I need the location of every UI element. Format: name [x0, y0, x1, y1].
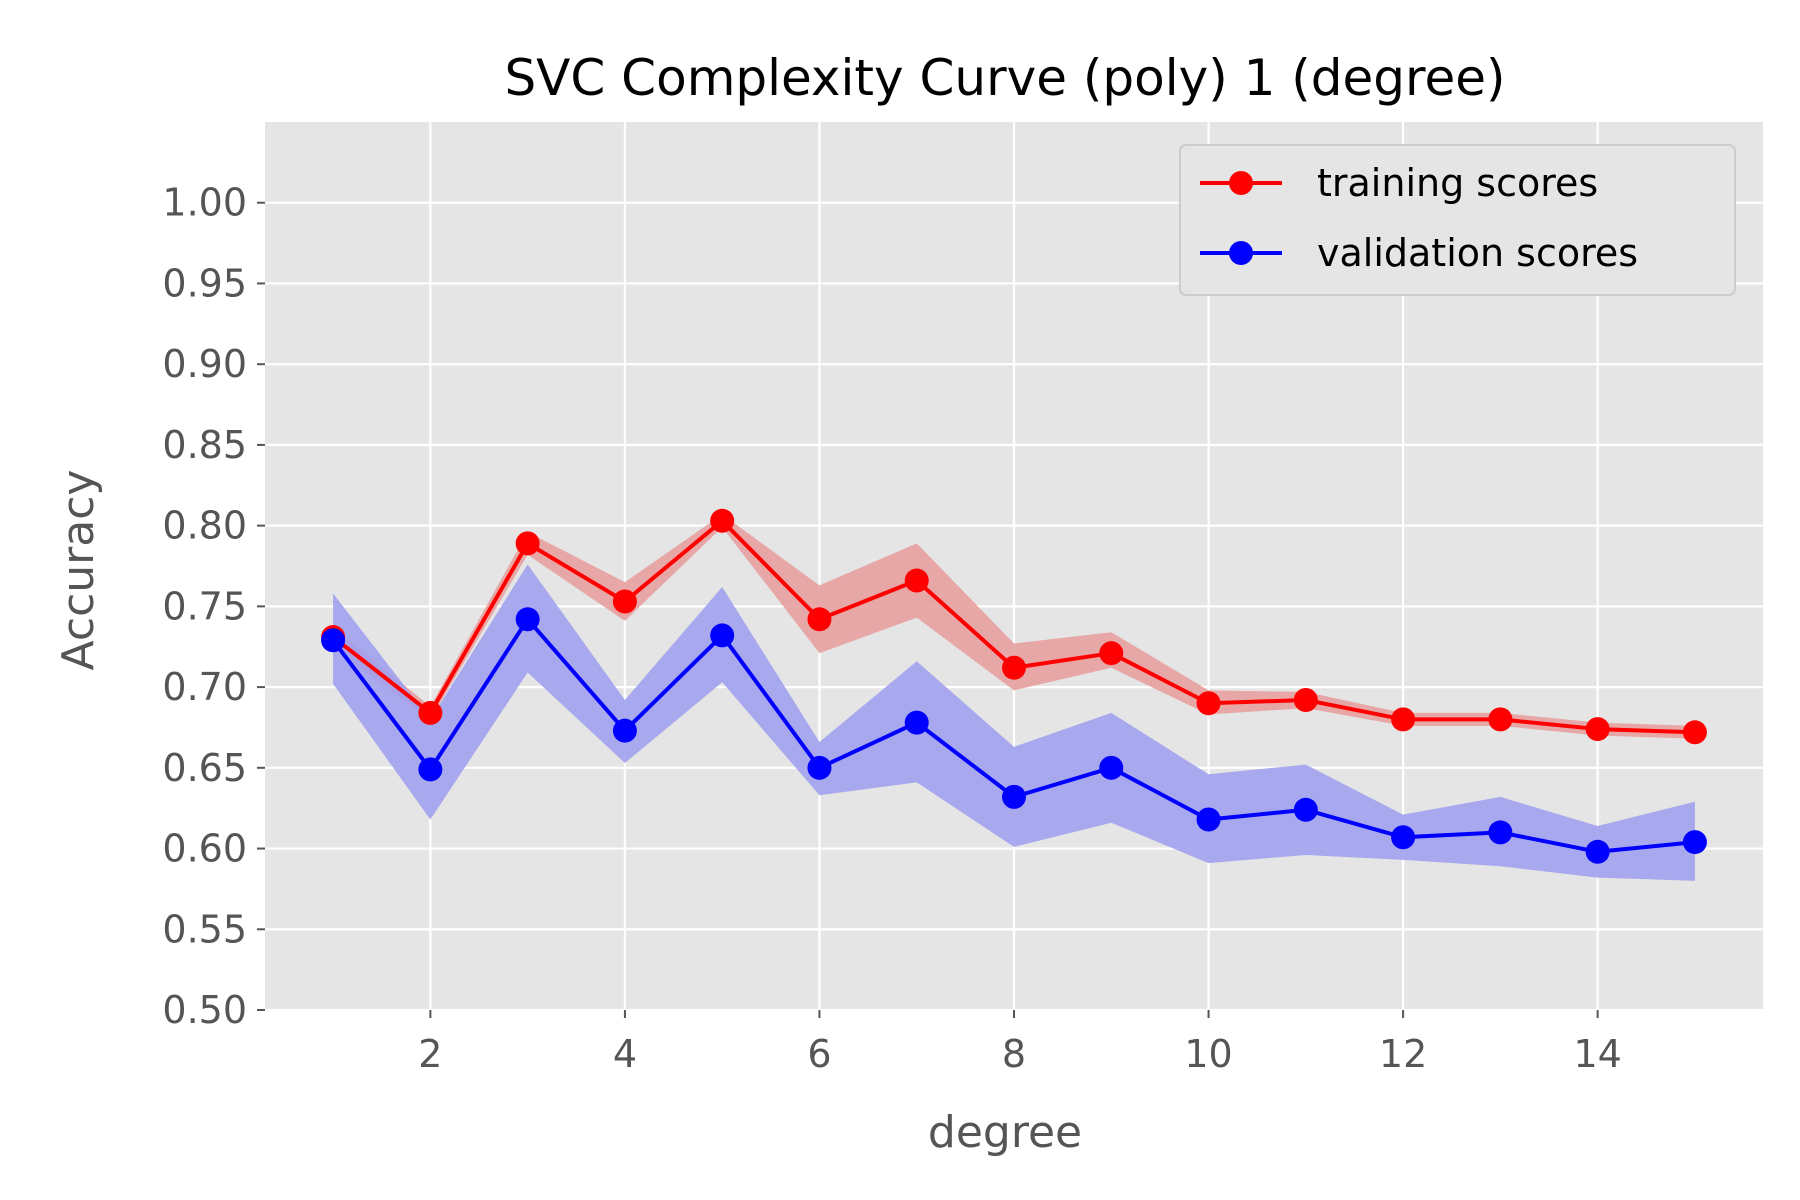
data-point: [515, 607, 540, 632]
x-tick-label: 4: [613, 1032, 637, 1076]
x-tick-label: 8: [1002, 1032, 1026, 1076]
data-point: [418, 700, 443, 725]
x-tick-label: 12: [1379, 1032, 1427, 1076]
data-point: [612, 718, 637, 743]
legend: training scores validation scores: [1179, 144, 1736, 296]
data-point: [1099, 641, 1124, 666]
y-tick-label: 0.80: [162, 504, 247, 548]
data-point: [1682, 830, 1707, 855]
y-tick-label: 0.95: [162, 261, 247, 305]
y-tick-label: 0.50: [162, 988, 247, 1032]
data-point: [1293, 797, 1318, 822]
data-point: [1196, 691, 1221, 716]
x-tick-label: 14: [1573, 1032, 1621, 1076]
y-tick-label: 1.00: [162, 181, 247, 225]
y-tick-label: 0.65: [162, 746, 247, 790]
x-axis-label: degree: [928, 1107, 1082, 1158]
data-point: [710, 508, 735, 533]
data-point: [904, 710, 929, 735]
x-tick-label: 2: [418, 1032, 442, 1076]
data-point: [418, 757, 443, 782]
confidence-band: [333, 564, 1695, 881]
y-tick-label: 0.85: [162, 423, 247, 467]
data-point: [1002, 655, 1026, 680]
chart-title: SVC Complexity Curve (poly) 1 (degree): [504, 49, 1505, 107]
data-point: [904, 568, 929, 593]
data-point: [807, 607, 832, 632]
x-tick-label: 10: [1184, 1032, 1232, 1076]
x-tick-label: 6: [807, 1032, 831, 1076]
y-tick-label: 0.70: [162, 665, 247, 709]
data-point: [1099, 755, 1124, 780]
legend-swatch-marker: [1229, 171, 1253, 195]
data-point: [807, 755, 832, 780]
data-point: [1391, 825, 1416, 850]
legend-box: [1179, 144, 1736, 296]
legend-swatch-marker: [1229, 241, 1253, 265]
legend-label: training scores: [1317, 161, 1598, 205]
axis-ticks: 2 4 6 8 10 12 14 0.50 0.55 0.60 0.65 0.70 0.75 0.80 0.…: [162, 181, 1621, 1076]
data-point: [1682, 720, 1707, 745]
data-point: [1391, 707, 1416, 732]
data-point: [1488, 707, 1513, 732]
data-point: [1293, 688, 1318, 713]
data-point: [1488, 820, 1513, 845]
y-tick-label: 0.90: [162, 342, 247, 386]
data-point: [612, 589, 637, 614]
data-point: [1002, 784, 1026, 809]
data-point: [1196, 807, 1221, 832]
series-markers: [321, 508, 1707, 864]
data-point: [710, 623, 735, 648]
y-axis-label: Accuracy: [53, 470, 104, 671]
y-tick-label: 0.55: [162, 907, 247, 951]
data-point: [515, 531, 540, 556]
y-tick-label: 0.75: [162, 584, 247, 628]
confidence-band: [333, 514, 1695, 739]
data-point: [321, 628, 346, 653]
data-point: [1585, 839, 1610, 864]
data-point: [1585, 717, 1610, 742]
legend-label: validation scores: [1317, 231, 1638, 275]
confidence-bands: [333, 514, 1695, 881]
y-tick-label: 0.60: [162, 827, 247, 871]
